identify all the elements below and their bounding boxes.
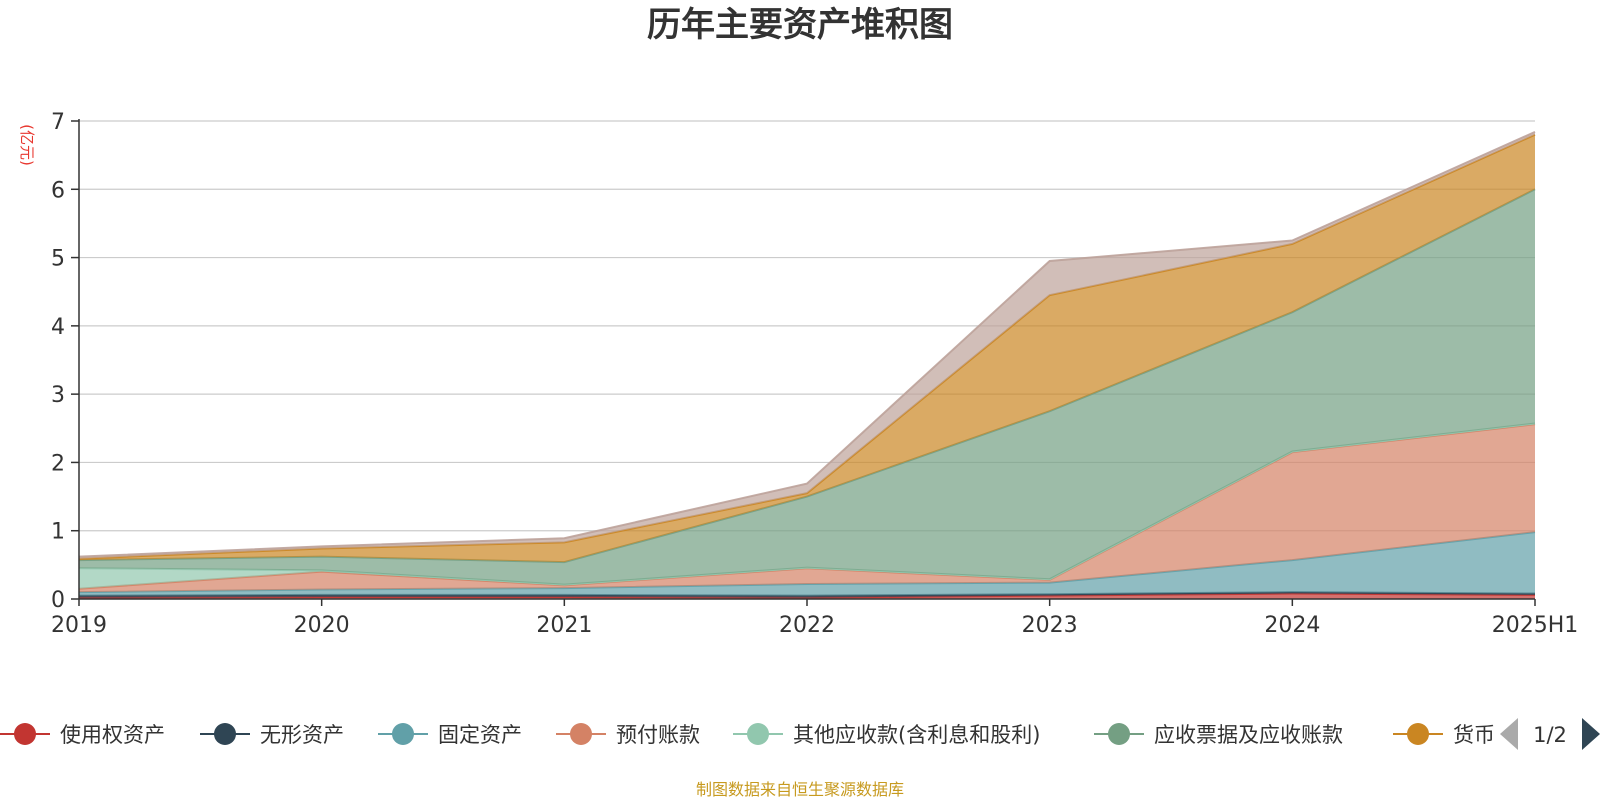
legend-marker	[1108, 723, 1130, 745]
area-5	[79, 189, 1535, 585]
y-tick-label: 5	[51, 247, 65, 272]
chart-title: 历年主要资产堆积图	[647, 5, 953, 45]
y-tick-labels: 0 1 2 3 4 5 6 7	[51, 110, 79, 613]
y-axis-unit: (亿元)	[18, 124, 36, 166]
area-3	[79, 424, 1535, 593]
source-note: 制图数据来自恒生聚源数据库	[696, 780, 904, 799]
x-tick-label: 2020	[294, 613, 350, 638]
legend-label: 其他应收款(含利息和股利)	[793, 723, 1040, 747]
triangle-left-icon[interactable]	[1500, 718, 1518, 750]
legend-page-indicator: 1/2	[1533, 723, 1567, 747]
legend: 使用权资产 无形资产 固定资产 预付账款 其他应收款(含利息和股利) 应收票据及应收账款 货…	[0, 723, 1495, 747]
area-series	[78, 131, 1536, 599]
legend-label: 固定资产	[438, 723, 522, 747]
grid-lines	[79, 120, 1535, 532]
legend-marker	[570, 723, 592, 745]
x-tick-label: 2021	[536, 613, 592, 638]
legend-marker	[392, 723, 414, 745]
legend-label: 使用权资产	[60, 723, 165, 747]
x-tick-label: 2023	[1022, 613, 1078, 638]
area-2	[79, 532, 1535, 596]
legend-marker	[747, 723, 769, 745]
legend-item[interactable]: 预付账款	[556, 723, 700, 747]
y-tick-label: 6	[51, 178, 65, 203]
legend-label: 应收票据及应收账款	[1154, 723, 1343, 747]
legend-item[interactable]: 应收票据及应收账款	[1094, 723, 1343, 747]
area-4	[79, 423, 1535, 589]
x-tick-label: 2022	[779, 613, 835, 638]
y-tick-label: 1	[51, 520, 65, 545]
legend-marker	[14, 723, 36, 745]
legend-marker	[214, 723, 236, 745]
x-tick-label: 2024	[1264, 613, 1320, 638]
triangle-right-icon[interactable]	[1582, 718, 1600, 750]
y-tick-label: 7	[51, 110, 65, 135]
y-tick-label: 4	[51, 315, 65, 340]
x-tick-labels: 2019 2020 2021 2022 2023 2024 2025H1	[51, 599, 1578, 638]
legend-item[interactable]: 其他应收款(含利息和股利)	[733, 723, 1040, 747]
legend-item[interactable]: 固定资产	[378, 723, 522, 747]
legend-marker	[1407, 723, 1429, 745]
y-tick-label: 0	[51, 588, 65, 613]
legend-item[interactable]: 使用权资产	[0, 723, 165, 747]
y-tick-label: 3	[51, 383, 65, 408]
y-tick-label: 2	[51, 451, 65, 476]
legend-label: 预付账款	[616, 723, 700, 747]
x-tick-label: 2019	[51, 613, 107, 638]
legend-label: 无形资产	[260, 723, 344, 747]
legend-pager: 1/2	[1500, 718, 1600, 750]
x-tick-label: 2025H1	[1492, 613, 1579, 638]
legend-item[interactable]: 无形资产	[200, 723, 344, 747]
area-line-7	[78, 131, 1536, 558]
legend-item[interactable]: 货币	[1393, 723, 1495, 747]
legend-label: 货币	[1453, 723, 1495, 747]
